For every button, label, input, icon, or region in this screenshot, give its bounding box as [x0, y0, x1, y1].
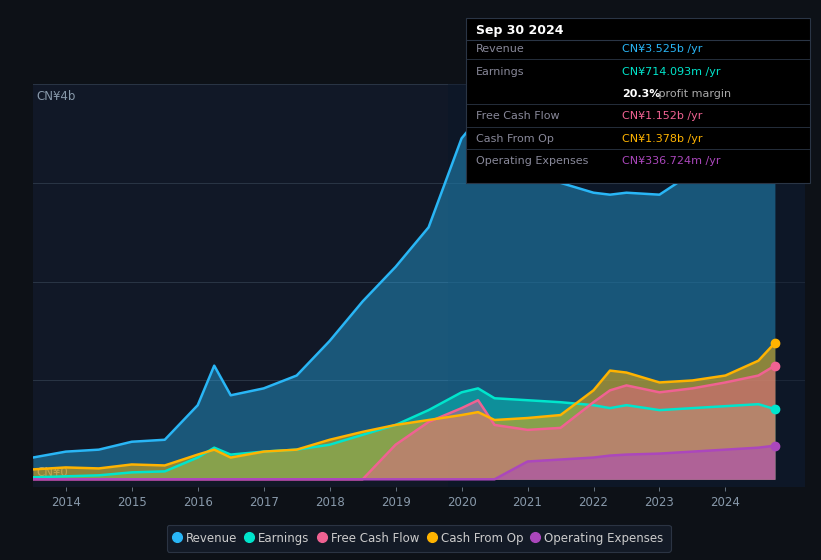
Text: CN¥4b: CN¥4b	[37, 90, 76, 103]
Text: CN¥714.093m /yr: CN¥714.093m /yr	[622, 67, 721, 77]
Bar	[448, 84, 805, 487]
Text: 20.3%: 20.3%	[622, 89, 661, 99]
Text: Free Cash Flow: Free Cash Flow	[476, 111, 560, 122]
Legend: Revenue, Earnings, Free Cash Flow, Cash From Op, Operating Expenses: Revenue, Earnings, Free Cash Flow, Cash …	[167, 525, 671, 552]
Text: CN¥336.724m /yr: CN¥336.724m /yr	[622, 156, 721, 166]
Text: CN¥3.525b /yr: CN¥3.525b /yr	[622, 44, 703, 54]
Text: Sep 30 2024: Sep 30 2024	[476, 24, 564, 38]
Text: Cash From Op: Cash From Op	[476, 134, 554, 144]
Text: CN¥0: CN¥0	[37, 466, 68, 479]
Text: CN¥1.378b /yr: CN¥1.378b /yr	[622, 134, 703, 144]
Text: Earnings: Earnings	[476, 67, 525, 77]
Text: CN¥1.152b /yr: CN¥1.152b /yr	[622, 111, 703, 122]
Text: Revenue: Revenue	[476, 44, 525, 54]
Text: Operating Expenses: Operating Expenses	[476, 156, 589, 166]
Text: profit margin: profit margin	[655, 89, 732, 99]
